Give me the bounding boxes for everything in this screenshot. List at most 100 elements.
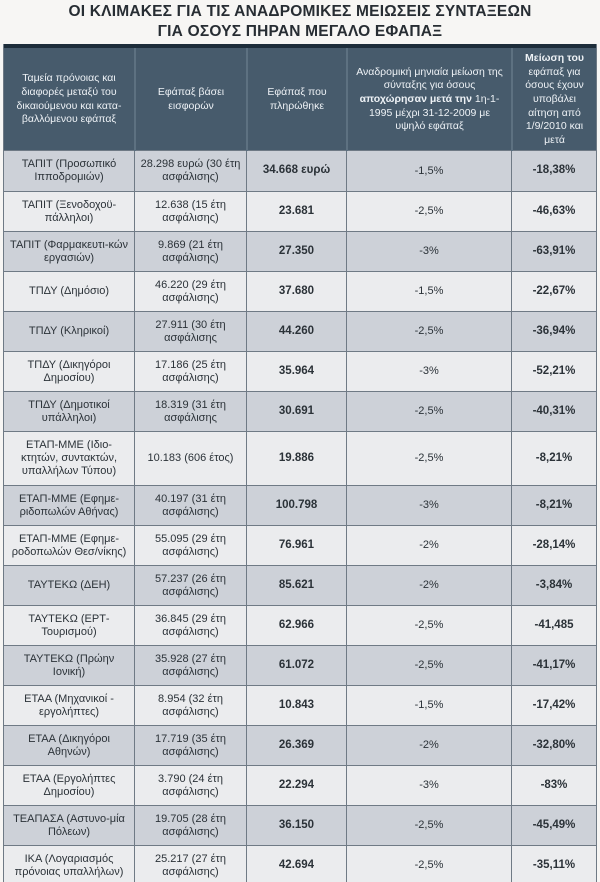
cell-fund: ΤΕΑΠΑΣΑ (Αστυνο-μία Πόλεων) — [4, 806, 134, 845]
cell-value: -3% — [419, 779, 439, 792]
cell-value: 27.911 (30 έτη ασφάλισης — [155, 318, 226, 344]
cell-value: -2,5% — [414, 405, 444, 418]
cell-pension-cut: -3% — [346, 232, 511, 271]
column-header-label: Εφάπαξ που πληρώθηκε — [267, 86, 327, 112]
cell-value: 40.197 (31 έτη ασφάλισης) — [154, 492, 227, 518]
cell-value: 17.186 (25 έτη ασφάλισης) — [154, 358, 227, 384]
cell-fund: ΕΤΑΑ (Δικηγόροι Αθηνών) — [4, 726, 134, 765]
cell-pension-cut: -2,5% — [346, 192, 511, 231]
cell-value: 12.638 (15 έτη ασφάλισης) — [154, 198, 227, 224]
cell-lumpsum-cut: -17,42% — [511, 686, 596, 725]
cell-fund: ΤΑΠΙΤ (Προσωπικό Ιπποδρομιών) — [4, 151, 134, 191]
cell-value: 23.681 — [278, 204, 315, 217]
cell-lumpsum-cut: -8,21% — [511, 432, 596, 485]
table-row: ΕΤΑΠ-ΜΜΕ (Ιδιο-κτητών, συντακτών, υπαλλή… — [4, 431, 596, 485]
column-header-lumpsum_cut: Μείωση του εφάπαξ για όσους έχουν υποβάλ… — [511, 48, 596, 152]
cell-lumpsum-cut: -46,63% — [511, 192, 596, 231]
cell-value: ΤΑΥΤΕΚΩ (ΕΡΤ-Τουρισμού) — [28, 612, 110, 638]
cell-value: -41,17% — [532, 658, 576, 671]
cell-value: 22.294 — [278, 778, 315, 791]
cell-value: -32,80% — [532, 738, 576, 751]
table-row: ΤΑΠΙΤ (Προσωπικό Ιπποδρομιών) 28.298 ευρώ… — [4, 151, 596, 191]
cell-contributions: 28.298 ευρώ (30 έτη ασφάλισης) — [134, 151, 246, 191]
cell-pension-cut: -1,5% — [346, 272, 511, 311]
cell-value: -22,67% — [532, 284, 576, 297]
cell-fund: ΕΤΑΠ-ΜΜΕ (Εφημε-ριδοπωλών Αθήνας) — [4, 486, 134, 525]
cell-pension-cut: -3% — [346, 486, 511, 525]
cell-paid: 35.964 — [246, 352, 346, 391]
table-row: ΙΚΑ (Λογαριασμός πρόνοιας υπαλλήλων) 25.2… — [4, 845, 596, 882]
cell-value: -3,84% — [535, 578, 573, 591]
cell-paid: 37.680 — [246, 272, 346, 311]
cell-contributions: 8.954 (32 έτη ασφάλισης) — [134, 686, 246, 725]
cell-value: ΤΕΑΠΑΣΑ (Αστυνο-μία Πόλεων) — [13, 812, 125, 838]
cell-lumpsum-cut: -52,21% — [511, 352, 596, 391]
cell-lumpsum-cut: -83% — [511, 766, 596, 805]
cell-value: -2% — [419, 739, 439, 752]
cell-pension-cut: -2,5% — [346, 606, 511, 645]
cell-value: -2% — [419, 579, 439, 592]
cell-value: 46.220 (29 έτη ασφάλισης) — [154, 278, 227, 304]
cell-value: -40,31% — [532, 404, 576, 417]
cell-fund: ΤΠΔΥ (Δημόσιο) — [4, 272, 134, 311]
cell-value: -8,21% — [535, 451, 573, 464]
cell-lumpsum-cut: -28,14% — [511, 526, 596, 565]
column-header-label: Μείωση του εφάπαξ για όσους έχουν υποβάλ… — [525, 52, 584, 146]
cell-value: -1,5% — [414, 285, 444, 298]
column-header-pension_cut: Αναδρομική μηνιαία μείωση της σύνταξης γ… — [346, 48, 511, 152]
column-header-label: Ταμεία πρόνοιας και διαφορές μεταξύ του … — [16, 72, 122, 126]
cell-fund: ΤΑΠΙΤ (Φαρμακευτι-κών εργασιών) — [4, 232, 134, 271]
cell-pension-cut: -1,5% — [346, 151, 511, 191]
cell-value: -1,5% — [414, 164, 444, 177]
cell-fund: ΕΤΑΠ-ΜΜΕ (Ιδιο-κτητών, συντακτών, υπαλλή… — [4, 432, 134, 485]
cell-contributions: 40.197 (31 έτη ασφάλισης) — [134, 486, 246, 525]
cell-paid: 62.966 — [246, 606, 346, 645]
table-row: ΤΠΔΥ (Δημόσιο) 46.220 (29 έτη ασφάλισης) 3… — [4, 271, 596, 311]
column-header-label: Εφάπαξ βάσει εισφορών — [157, 86, 225, 112]
cell-paid: 61.072 — [246, 646, 346, 685]
table-row: ΤΠΔΥ (Δικηγόροι Δημοσίου) 17.186 (25 έτη … — [4, 351, 596, 391]
table-body: ΤΑΠΙΤ (Προσωπικό Ιπποδρομιών) 28.298 ευρώ… — [4, 150, 596, 882]
cell-paid: 85.621 — [246, 566, 346, 605]
pension-reduction-table: Ταμεία πρόνοιας και διαφορές μεταξύ του … — [3, 44, 597, 882]
cell-paid: 34.668 ευρώ — [246, 151, 346, 191]
cell-lumpsum-cut: -18,38% — [511, 151, 596, 191]
cell-value: -28,14% — [532, 538, 576, 551]
cell-value: -2,5% — [414, 452, 444, 465]
cell-value: ΕΤΑΑ (Εργολήπτες Δημοσίου) — [22, 772, 116, 798]
table-row: ΕΤΑΑ (Μηχανικοί - εργολήπτες) 8.954 (32 έ… — [4, 685, 596, 725]
cell-lumpsum-cut: -41,17% — [511, 646, 596, 685]
cell-fund: ΙΚΑ (Λογαριασμός πρόνοιας υπαλλήλων) — [4, 846, 134, 882]
cell-lumpsum-cut: -22,67% — [511, 272, 596, 311]
cell-paid: 22.294 — [246, 766, 346, 805]
cell-pension-cut: -2,5% — [346, 312, 511, 351]
cell-value: ΕΤΑΠ-ΜΜΕ (Εφημε-ριδοπωλών Αθήνας) — [18, 492, 120, 518]
cell-paid: 30.691 — [246, 392, 346, 431]
cell-pension-cut: -3% — [346, 352, 511, 391]
title-line-2: ΓΙΑ ΟΣΟΥΣ ΠΗΡΑΝ ΜΕΓΑΛΟ ΕΦΑΠΑΞ — [157, 23, 443, 40]
cell-pension-cut: -1,5% — [346, 686, 511, 725]
cell-fund: ΤΠΔΥ (Κληρικοί) — [4, 312, 134, 351]
cell-value: -63,91% — [532, 244, 576, 257]
cell-paid: 76.961 — [246, 526, 346, 565]
cell-contributions: 27.911 (30 έτη ασφάλισης — [134, 312, 246, 351]
cell-value: 8.954 (32 έτη ασφάλισης) — [158, 692, 223, 718]
page-title: ΟΙ ΚΛΙΜΑΚΕΣ ΓΙΑ ΤΙΣ ΑΝΑΔΡΟΜΙΚΕΣ ΜΕΙΩΣΕΙΣ… — [0, 0, 600, 44]
cell-paid: 19.886 — [246, 432, 346, 485]
cell-value: -2,5% — [414, 859, 444, 872]
cell-paid: 23.681 — [246, 192, 346, 231]
cell-value: -2,5% — [414, 325, 444, 338]
cell-value: 35.964 — [278, 364, 315, 377]
cell-fund: ΕΤΑΠ-ΜΜΕ (Εφημε-ροδοπωλών Θεσ/νίκης) — [4, 526, 134, 565]
cell-value: 18.319 (31 έτη ασφάλισης — [154, 398, 227, 424]
cell-value: 25.217 (27 έτη ασφάλισης) — [154, 852, 227, 878]
table-row: ΤΑΥΤΕΚΩ (ΔΕΗ) 57.237 (26 έτη ασφάλισης) 85… — [4, 565, 596, 605]
cell-paid: 44.260 — [246, 312, 346, 351]
cell-value: 37.680 — [278, 284, 315, 297]
cell-value: 10.183 (606 έτος) — [147, 452, 234, 465]
cell-value: ΤΑΠΙΤ (Ξενοδοχοϋ-πάλληλοι) — [21, 198, 117, 224]
cell-value: -2,5% — [414, 659, 444, 672]
cell-value: -41,485 — [534, 618, 574, 631]
cell-paid: 10.843 — [246, 686, 346, 725]
